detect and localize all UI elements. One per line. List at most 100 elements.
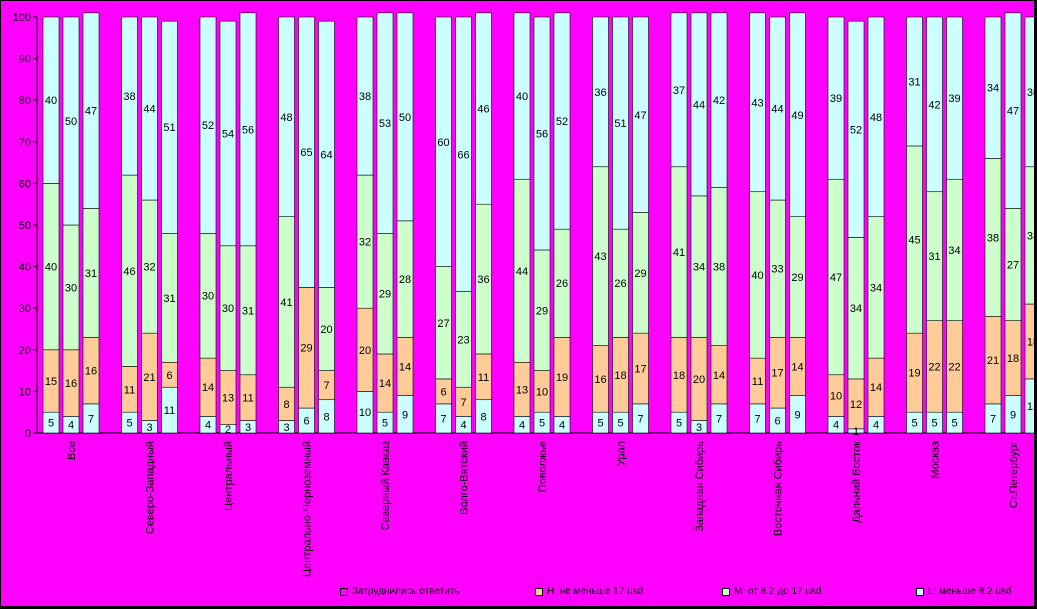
data-label: 29 — [791, 272, 803, 284]
bar-segment — [62, 16, 80, 226]
y-tick-label: 50 — [19, 220, 31, 232]
data-label: 4 — [460, 420, 466, 432]
data-label: 19 — [556, 372, 568, 384]
data-label: 5 — [676, 418, 682, 430]
data-label: 21 — [143, 372, 155, 384]
legend-label: М: от 8.2 до 17 usd — [734, 586, 822, 597]
data-label: 29 — [379, 289, 391, 301]
data-label: 4 — [833, 420, 839, 432]
data-label: 34 — [987, 83, 999, 95]
data-label: 18 — [1007, 353, 1019, 365]
data-label: 5 — [617, 418, 623, 430]
legend-label: L: меньше 8.2 usd — [928, 586, 1012, 597]
category-label: Северо-Западный — [145, 441, 157, 534]
legend-item-hard-to-say: Затруднились ответить — [340, 586, 460, 597]
data-label: 14 — [791, 361, 803, 373]
data-label: 13 — [516, 384, 528, 396]
data-label: 5 — [597, 418, 603, 430]
data-label: 51 — [163, 122, 175, 134]
category-label: Западная Сибирь — [694, 441, 706, 532]
data-label: 21 — [987, 355, 999, 367]
legend-item-n: Н: не меньше 17 usd — [535, 586, 643, 597]
data-label: 14 — [379, 378, 391, 390]
data-label: 7 — [637, 413, 643, 425]
y-tick-label: 70 — [19, 137, 31, 149]
category-label: Поволжье — [537, 441, 549, 492]
data-label: 5 — [911, 418, 917, 430]
data-label: 14 — [870, 382, 882, 394]
bar-segment — [553, 12, 571, 230]
data-label: 28 — [399, 274, 411, 286]
data-label: 51 — [614, 118, 626, 130]
data-label: 65 — [300, 147, 312, 159]
data-label: 52 — [202, 120, 214, 132]
data-label: 30 — [65, 282, 77, 294]
data-label: 52 — [850, 124, 862, 136]
bar-segment — [710, 12, 728, 188]
data-label: 16 — [65, 378, 77, 390]
data-label: 5 — [48, 418, 54, 430]
bar-segment — [670, 12, 688, 168]
data-label: 31 — [908, 76, 920, 88]
legend-item-l: L: меньше 8.2 usd — [916, 586, 1011, 597]
y-tick-label: 20 — [19, 345, 31, 357]
data-label: 3 — [146, 422, 152, 434]
data-label: 4 — [559, 420, 565, 432]
data-label: 33 — [771, 264, 783, 276]
bar-segment — [318, 20, 335, 288]
data-label: 31 — [85, 268, 97, 280]
bar-segment — [121, 16, 138, 176]
data-label: 34 — [870, 282, 882, 294]
bar-segment — [42, 16, 60, 184]
data-label: 11 — [242, 393, 253, 405]
data-label: 36 — [1027, 87, 1034, 99]
data-label: 12 — [850, 399, 862, 411]
bar-segment — [161, 20, 178, 234]
data-label: 7 — [323, 380, 329, 392]
data-label: 48 — [870, 112, 882, 124]
bar-segment — [984, 16, 1002, 159]
category-label: Москва — [930, 440, 942, 478]
data-label: 39 — [830, 93, 842, 105]
data-label: 9 — [1010, 409, 1016, 421]
data-label: 47 — [634, 110, 646, 122]
data-label: 8 — [283, 399, 289, 411]
data-label: 5 — [931, 418, 937, 430]
category-label: Центральный — [223, 441, 235, 511]
y-tick-label: 90 — [19, 54, 31, 66]
bar-segment — [789, 12, 806, 217]
data-label: 44 — [771, 104, 783, 116]
category-label: Центрально-Черноземный — [302, 441, 314, 577]
category-label: Восточная Сибирь — [773, 441, 785, 536]
data-label: 11 — [164, 405, 175, 417]
data-label: 7 — [716, 413, 722, 425]
data-label: 13 — [1027, 401, 1034, 413]
data-label: 34 — [948, 245, 960, 257]
data-label: 8 — [480, 411, 486, 423]
data-label: 29 — [300, 343, 312, 355]
data-label: 50 — [399, 112, 411, 124]
data-label: 11 — [124, 384, 135, 396]
data-label: 11 — [752, 376, 763, 388]
data-label: 37 — [673, 85, 685, 97]
y-tick-label: 10 — [19, 386, 31, 398]
data-label: 31 — [928, 251, 940, 263]
bar-segment — [1004, 12, 1022, 209]
y-tick-label: 100 — [13, 12, 31, 24]
data-label: 56 — [536, 128, 548, 140]
bar-segment — [867, 16, 885, 217]
bar-segment — [219, 20, 237, 247]
data-label: 16 — [594, 374, 606, 386]
data-label: 40 — [751, 270, 763, 282]
data-label: 20 — [359, 345, 371, 357]
bar-segment — [475, 12, 492, 205]
bar-segment — [376, 12, 394, 234]
data-label: 9 — [794, 409, 800, 421]
bar-segment — [946, 16, 963, 180]
data-label: 3 — [283, 422, 289, 434]
data-label: 6 — [440, 386, 446, 398]
y-tick-label: 0 — [25, 428, 31, 440]
data-label: 31 — [242, 305, 254, 317]
data-label: 10 — [536, 386, 548, 398]
